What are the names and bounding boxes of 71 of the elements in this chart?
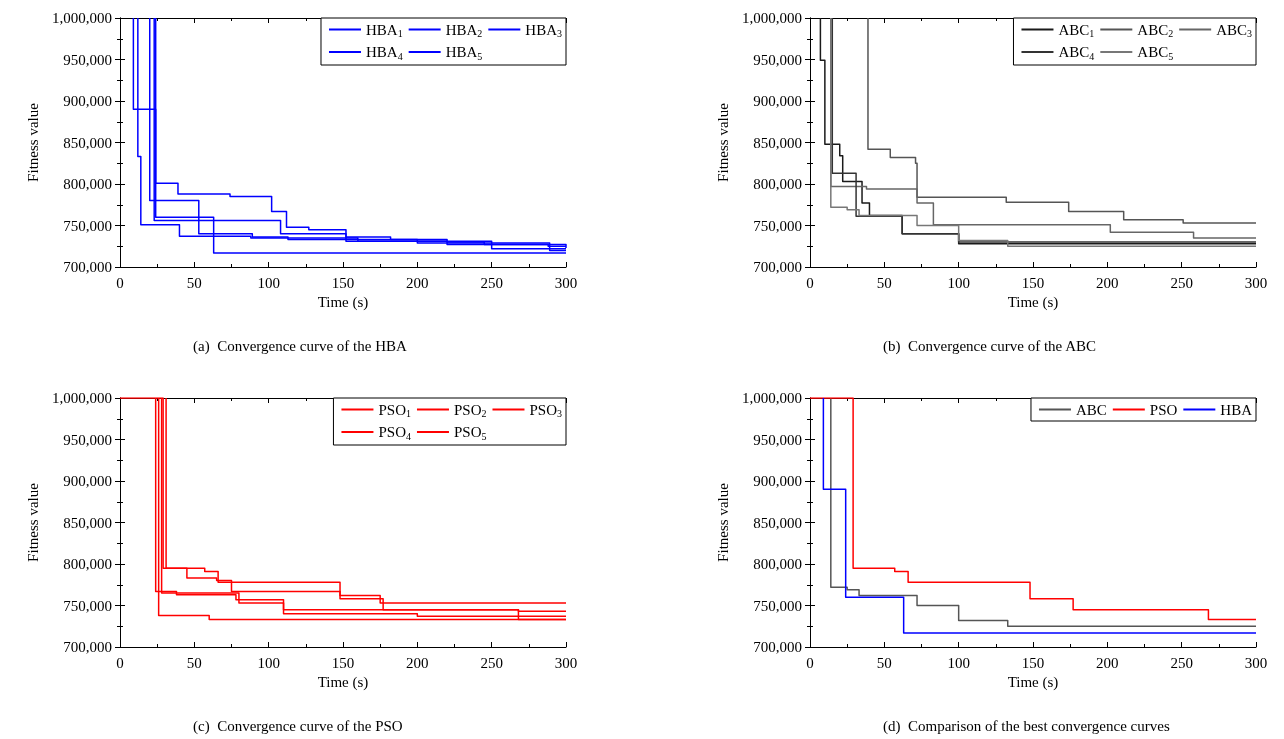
x-tick-label: 0 <box>806 654 814 671</box>
y-tick-label: 900,000 <box>753 473 802 489</box>
y-tick-label: 700,000 <box>63 259 112 275</box>
x-tick-label: 250 <box>480 654 503 671</box>
x-tick-label: 250 <box>480 274 503 291</box>
x-tick-label: 100 <box>947 654 970 671</box>
y-tick-label: 700,000 <box>63 639 112 655</box>
y-tick-label: 800,000 <box>753 556 802 572</box>
y-tick-label: 750,000 <box>753 597 802 614</box>
x-tick-label: 150 <box>331 654 355 671</box>
x-tick-label: 50 <box>186 274 202 291</box>
x-tick-label: 50 <box>186 654 202 671</box>
y-tick-label: 850,000 <box>753 514 802 531</box>
y-tick-label: 850,000 <box>753 134 802 151</box>
text: (c) Convergence curve of the PSO <box>193 717 403 735</box>
y-tick-label: 900,000 <box>63 473 112 489</box>
y-axis-title: Fitness value <box>24 102 41 182</box>
y-tick-label: 900,000 <box>63 93 112 109</box>
x-tick-label: 50 <box>876 274 892 291</box>
y-tick-label: 850,000 <box>63 514 112 531</box>
x-tick-label: 150 <box>1021 654 1045 671</box>
y-tick-label: 750,000 <box>753 217 802 234</box>
y-tick-label: 800,000 <box>753 176 802 192</box>
y-tick-label: 950,000 <box>753 431 802 448</box>
y-tick-label: 1,000,000 <box>52 10 112 26</box>
y-axis-title: Fitness value <box>714 482 731 562</box>
y-tick-label: 950,000 <box>63 51 112 68</box>
y-tick-label: 950,000 <box>753 51 802 68</box>
y-tick-label: 800,000 <box>63 176 112 192</box>
x-tick-label: 0 <box>116 274 124 291</box>
x-tick-label: 0 <box>806 274 814 291</box>
x-tick-label: 150 <box>1021 274 1045 291</box>
x-tick-label: 200 <box>406 654 429 671</box>
y-tick-label: 750,000 <box>63 217 112 234</box>
x-tick-label: 200 <box>406 274 429 291</box>
y-tick-label: 850,000 <box>63 134 112 151</box>
y-tick-label: 950,000 <box>63 431 112 448</box>
x-tick-label: 300 <box>554 274 578 291</box>
y-tick-label: 1,000,000 <box>52 390 112 406</box>
x-tick-label: 100 <box>257 654 280 671</box>
y-tick-label: 1,000,000 <box>742 390 802 406</box>
x-axis-title: Time (s) <box>1007 674 1059 692</box>
legend-label: ABC <box>1075 401 1107 418</box>
y-tick-label: 700,000 <box>753 259 802 275</box>
legend-label: PSO <box>1149 401 1178 418</box>
x-tick-label: 250 <box>1170 274 1193 291</box>
x-tick-label: 50 <box>876 654 892 671</box>
x-tick-label: 300 <box>1244 274 1268 291</box>
y-axis-title: Fitness value <box>24 482 41 562</box>
x-tick-label: 200 <box>1096 654 1119 671</box>
x-tick-label: 200 <box>1096 274 1119 291</box>
x-tick-label: 150 <box>331 274 355 291</box>
x-tick-label: 100 <box>947 274 970 291</box>
y-tick-label: 900,000 <box>753 93 802 109</box>
y-tick-label: 1,000,000 <box>742 10 802 26</box>
x-tick-label: 0 <box>116 654 124 671</box>
y-tick-label: 700,000 <box>753 639 802 655</box>
y-tick-label: 750,000 <box>63 597 112 614</box>
legend-label: HBA <box>1220 401 1253 418</box>
x-tick-label: 100 <box>257 274 280 291</box>
text: (a) Convergence curve of the HBA <box>193 337 407 355</box>
x-tick-label: 300 <box>1244 654 1268 671</box>
text: (b) Convergence curve of the ABC <box>883 337 1096 355</box>
text: (d) Comparison of the best convergence curves <box>883 717 1170 735</box>
y-tick-label: 800,000 <box>63 556 112 572</box>
x-tick-label: 300 <box>554 654 578 671</box>
x-tick-label: 250 <box>1170 654 1193 671</box>
x-axis-title: Time (s) <box>317 294 369 312</box>
x-axis-title: Time (s) <box>317 674 369 692</box>
x-axis-title: Time (s) <box>1007 294 1059 312</box>
y-axis-title: Fitness value <box>714 102 731 182</box>
